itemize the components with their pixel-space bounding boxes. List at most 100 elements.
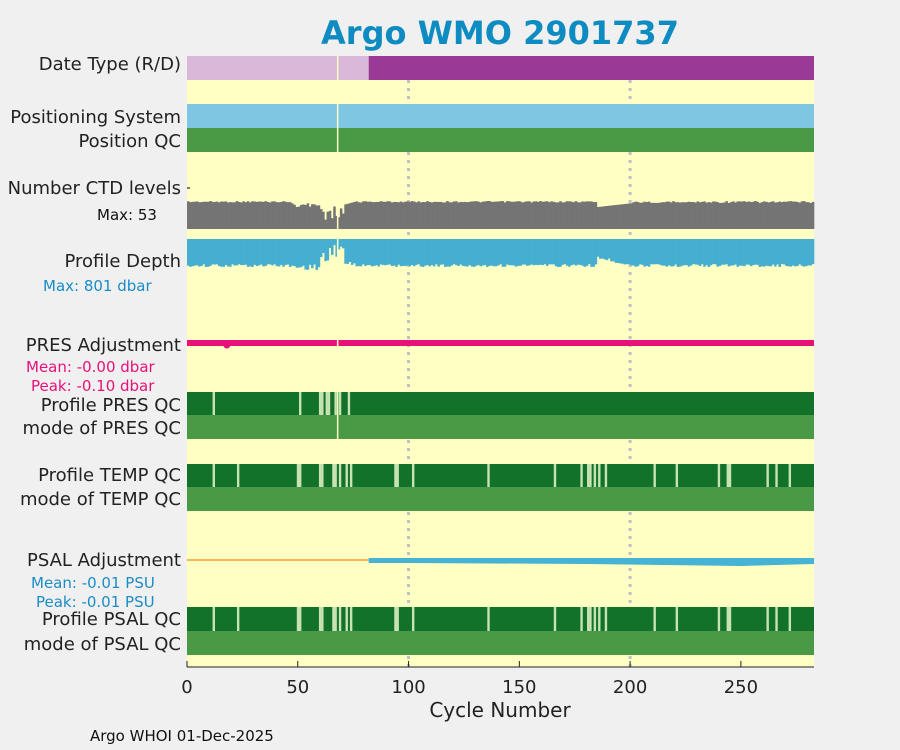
ctd-bar-208 [647, 201, 651, 229]
depth-bar-96 [399, 239, 403, 267]
psal_qc-flag-60 [318, 607, 322, 631]
ctd-bar-250 [740, 201, 744, 229]
pres-mean-label: Mean: -0.00 dbar [26, 358, 156, 376]
ctd-bar-104 [417, 201, 420, 229]
temp_qc-flag-181 [587, 464, 590, 487]
depth-bar-136 [488, 239, 491, 266]
ctd-bar-114 [439, 201, 443, 229]
ctd-bar-123 [459, 201, 463, 229]
depth-bar-52 [302, 239, 305, 266]
depth-bar-141 [499, 239, 502, 265]
depth-bar-209 [650, 239, 653, 265]
ctd-bar-81 [366, 201, 369, 229]
depth-bar-22 [235, 239, 239, 266]
depth-bar-92 [390, 239, 394, 267]
ctd-bar-15 [220, 201, 223, 229]
depth-bar-44 [284, 239, 287, 265]
depth-bar-255 [751, 239, 755, 266]
temp_qc-flag-67 [334, 464, 337, 487]
ctd-bar-95 [397, 202, 400, 229]
ctd-bar-206 [643, 201, 646, 229]
ctd-bar-160 [541, 201, 545, 229]
depth-bar-108 [426, 239, 429, 265]
ctd-bar-169 [561, 202, 564, 229]
ctd-bar-98 [404, 201, 407, 229]
depth-bar-191 [610, 239, 613, 262]
label-pres-qc-mode: mode of PRES QC [23, 418, 181, 439]
depth-bar-154 [528, 239, 531, 266]
depth-bar-186 [599, 239, 602, 259]
ctd-bar-177 [579, 202, 582, 229]
ctd-bar-261 [765, 201, 768, 229]
depth-bar-224 [683, 239, 686, 266]
ctd-bar-121 [455, 201, 458, 229]
ctd-bar-4 [195, 201, 199, 229]
ctd-bar-195 [619, 204, 622, 229]
depth-bar-126 [466, 239, 469, 267]
ctd-bar-52 [302, 204, 305, 229]
depth-bar-187 [601, 239, 604, 259]
ctd-bar-201 [632, 202, 635, 229]
psal_qc-flag-189 [604, 607, 608, 631]
psal_qc-flag-136 [487, 607, 490, 631]
depth-bar-214 [661, 239, 664, 266]
ctd-bar-49 [295, 206, 299, 229]
depth-bar-82 [368, 239, 372, 266]
ctd-bar-12 [213, 201, 217, 229]
ctd-bar-11 [211, 201, 214, 229]
depth-bar-17 [224, 239, 228, 266]
depth-bar-81 [366, 239, 369, 266]
depth-bar-107 [424, 239, 427, 266]
ctd-bar-259 [760, 202, 764, 229]
depth-bar-16 [222, 239, 225, 267]
ctd-bar-134 [483, 201, 487, 229]
ctd-bar-190 [607, 205, 611, 229]
depth-bar-200 [630, 239, 633, 266]
depth-bar-134 [483, 239, 487, 266]
depth-bar-123 [459, 239, 463, 265]
depth-bar-249 [738, 239, 742, 266]
depth-bar-162 [545, 239, 549, 266]
temp_qc-flag-60 [318, 464, 322, 487]
depth-bar-185 [596, 239, 600, 257]
ctd-bar-229 [694, 202, 697, 229]
depth-bar-142 [501, 239, 505, 267]
ctd-bar-124 [461, 202, 465, 229]
depth-bar-8 [204, 239, 208, 267]
ctd-bar-38 [271, 201, 274, 229]
ctd-bar-188 [603, 206, 607, 229]
depth-bar-277 [800, 239, 804, 266]
depth-bar-245 [729, 239, 733, 266]
temp_qc-flag-221 [675, 464, 679, 487]
ctd-bar-135 [486, 201, 489, 229]
ctd-bar-277 [800, 201, 804, 229]
depth-bar-131 [477, 239, 480, 265]
depth-bar-91 [388, 239, 392, 265]
depth-bar-226 [687, 239, 691, 267]
depth-bar-199 [627, 239, 631, 265]
depth-bar-138 [492, 239, 496, 267]
depth-bar-34 [262, 239, 265, 267]
pres_qc-flag-12 [212, 392, 215, 415]
ctd-bar-205 [641, 202, 644, 229]
footer-credit: Argo WHOI 01-Dec-2025 [90, 727, 274, 745]
depth-bar-2 [191, 239, 194, 267]
depth-bar-60 [319, 239, 323, 258]
depth-bar-28 [249, 239, 252, 267]
depth-bar-88 [381, 239, 385, 265]
ctd-bar-94 [395, 201, 398, 229]
ctd-bar-222 [678, 202, 682, 229]
ctd-bar-6 [200, 202, 203, 229]
depth-bar-261 [765, 239, 768, 266]
ctd-bar-39 [273, 201, 276, 229]
depth-bar-204 [638, 239, 642, 265]
depth-bar-48 [293, 239, 296, 267]
depth-bar-110 [430, 239, 434, 266]
ctd-bar-180 [585, 201, 589, 229]
depth-bar-260 [763, 239, 766, 267]
depth-bar-77 [357, 239, 361, 267]
ctd-bar-150 [519, 201, 522, 229]
depth-bar-61 [322, 239, 325, 253]
ctd-bar-133 [481, 201, 485, 229]
depth-bar-3 [193, 239, 197, 266]
